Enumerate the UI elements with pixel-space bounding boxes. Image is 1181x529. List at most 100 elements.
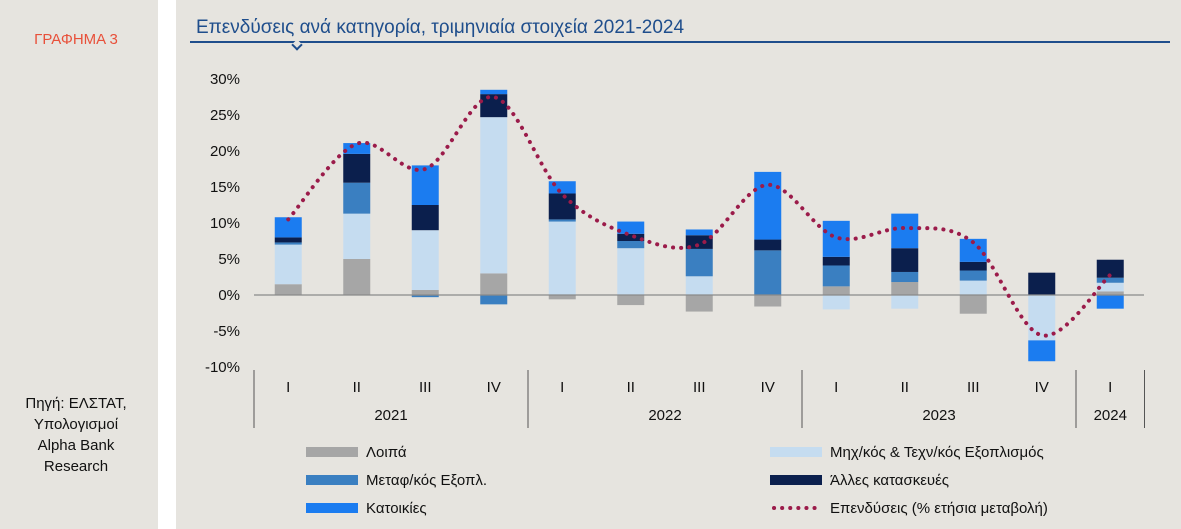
y-tick-label: 5% [218,251,240,268]
bar-segment [891,295,919,309]
bar-segment [891,271,919,283]
bar-segment [754,171,782,240]
legend-swatch [770,447,822,457]
bar-segment [1096,259,1124,278]
sidebar: ΓΡΑΦΗΜΑ 3 Πηγή: ΕΛΣΤΑΤ, Υπολογισμοί Alph… [0,0,158,529]
quarter-label: IV [487,379,501,396]
quarter-label: I [560,379,564,396]
quarter-label: I [286,379,290,396]
gutter [158,0,176,529]
y-tick-label: 15% [210,179,240,196]
bar-segment [343,213,371,259]
bar-segment [1028,272,1056,295]
bar-segment [411,205,439,231]
bar-segment [754,250,782,295]
bar-segment [959,261,987,271]
bar-segment [617,248,645,295]
legend-label: Μεταφ/κός Εξοπλ. [366,472,487,489]
bar-segment [1028,340,1056,362]
bar-segment [617,295,645,306]
legend-label: Επενδύσεις (% ετήσια μεταβολή) [830,500,1048,517]
quarter-label: III [419,379,432,396]
bar-segment [959,270,987,281]
quarter-label: I [1108,379,1112,396]
year-label: 2021 [374,407,407,424]
bar-segment [1096,295,1124,309]
bar-segment [959,295,987,314]
bar-segment [343,153,371,183]
quarter-label: III [967,379,980,396]
bar-segment [685,248,713,277]
year-label: 2023 [922,407,955,424]
legend-label: Άλλες κατασκευές [830,472,949,489]
y-tick-label: 25% [210,107,240,124]
bar-segment [274,237,302,243]
legend-label: Λοιπά [366,444,407,461]
bar-segment [891,248,919,272]
bar-segment [617,233,645,241]
legend-swatch [306,447,358,457]
quarter-label: IV [1035,379,1049,396]
quarter-label: I [834,379,838,396]
quarter-label: III [693,379,706,396]
bar-segment [891,282,919,295]
bar-segment [411,289,439,295]
title-rule [190,41,1170,43]
bar-segment [822,295,850,310]
y-tick-label: 10% [210,215,240,232]
bar-segment [1028,295,1056,341]
bar-segment [343,143,371,154]
legend-swatch [770,475,822,485]
source-note: Πηγή: ΕΛΣΤΑΤ, Υπολογισμοί Alpha Bank Res… [25,395,127,475]
bar-segment [548,295,576,300]
y-tick-label: -10% [205,359,240,376]
y-tick-label: -5% [213,323,240,340]
bar-segment [548,221,576,295]
legend-label: Κατοικίες [366,500,427,517]
chart-title: Επενδύσεις ανά κατηγορία, τριμηνιαία στο… [196,17,685,38]
bar-segment [617,241,645,249]
year-label: 2022 [648,407,681,424]
bar-segment [548,219,576,222]
y-tick-label: 20% [210,143,240,160]
bar-segment [959,280,987,295]
bar-segment [480,117,508,274]
bar-segment [411,295,439,298]
legend-swatch [306,475,358,485]
y-tick-label: 30% [210,71,240,88]
bar-segment [685,235,713,249]
legend-swatch [306,503,358,513]
bar-segment [822,256,850,266]
bar-segment [754,295,782,307]
bar-segment [822,286,850,295]
bar-segment [1096,282,1124,292]
bar-segment [480,89,508,95]
bar-segment [274,217,302,238]
bar-segment [891,213,919,249]
investment-line [286,94,1113,338]
legend-label: Μηχ/κός & Τεχν/κός Εξοπλισμός [830,444,1044,461]
bar-segment [822,265,850,287]
bar-segment [754,239,782,251]
quarter-label: II [901,379,909,396]
bar-segment [685,229,713,236]
bar-segment [685,295,713,312]
bar-segment [343,182,371,214]
bar-segment [411,230,439,290]
bar-segment [959,238,987,262]
year-label: 2024 [1094,407,1127,424]
bar-segment [411,165,439,205]
quarter-label: II [627,379,635,396]
bar-segment [343,259,371,295]
bar-segment [1096,291,1124,295]
bar-segment [685,276,713,295]
y-tick-label: 0% [218,287,240,304]
bar-segment [822,220,850,257]
bar-segment [480,94,508,118]
bar-segment [548,193,576,220]
quarter-label: IV [761,379,775,396]
chart-label: ΓΡΑΦΗΜΑ 3 [34,31,118,48]
quarter-label: II [353,379,361,396]
